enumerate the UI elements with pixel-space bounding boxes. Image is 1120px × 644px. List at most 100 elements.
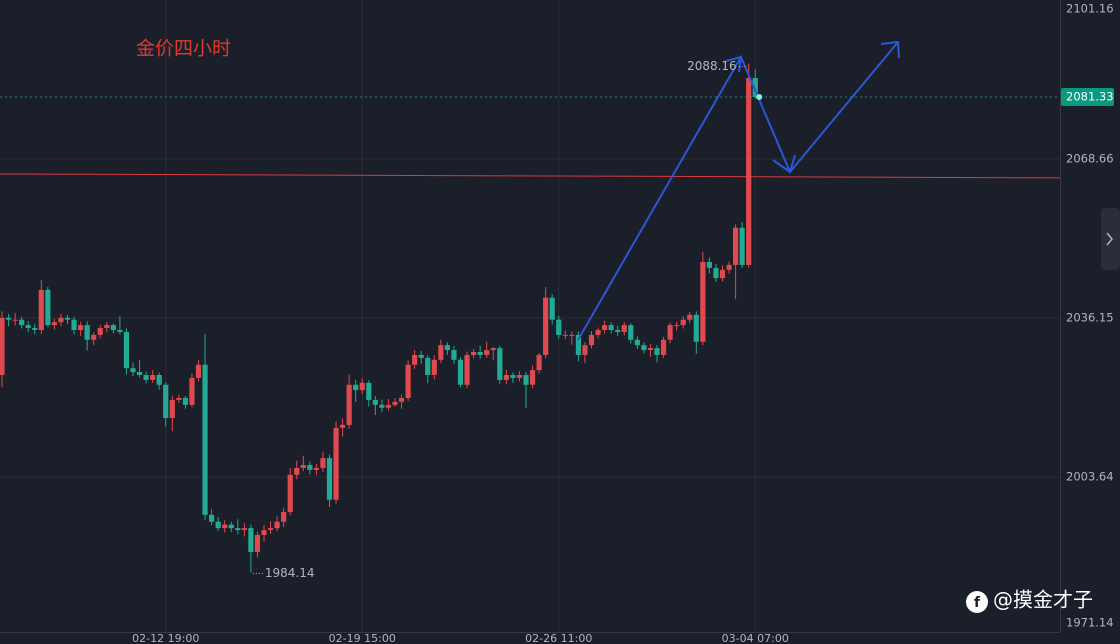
candle-body	[104, 325, 110, 329]
candle-body	[12, 319, 18, 321]
candle-body	[150, 374, 156, 380]
candle-body	[687, 314, 693, 320]
candle-body	[719, 269, 726, 279]
last-price-dot	[756, 93, 763, 100]
candle-body	[667, 325, 673, 340]
candle-body	[202, 364, 208, 515]
candle-body	[45, 289, 51, 326]
candle-body	[739, 227, 745, 265]
y-tick-label: 2036.15	[1066, 311, 1114, 325]
candle-body	[680, 319, 686, 326]
candle-body	[543, 297, 549, 355]
candle-body	[300, 464, 306, 468]
candle-body	[549, 297, 555, 320]
candle-body	[195, 364, 202, 378]
candle-body	[261, 530, 267, 535]
candle-body	[346, 384, 352, 425]
candle-body	[32, 328, 38, 330]
candle-body	[471, 351, 477, 355]
candle-body	[431, 359, 437, 375]
candle-body	[405, 364, 411, 398]
candle-body	[163, 384, 169, 419]
candle-body	[281, 511, 287, 522]
candle-body	[582, 345, 588, 355]
candle-body	[477, 351, 483, 355]
candle-body	[595, 329, 601, 335]
plot	[0, 63, 1061, 573]
chart-title: 金价四小时	[136, 38, 231, 60]
candle-body	[78, 325, 84, 330]
candle-body	[379, 404, 385, 408]
candle-body	[189, 377, 195, 405]
candle-body	[176, 397, 182, 400]
candle-body	[392, 401, 398, 405]
candle-body	[182, 397, 188, 405]
candle-body	[641, 345, 647, 351]
candle-body	[529, 370, 536, 385]
candle-body	[444, 345, 450, 351]
candle-body	[438, 345, 444, 360]
candle-body	[510, 374, 516, 378]
x-tick-label: 02-12 19:00	[132, 632, 199, 644]
candle-body	[241, 528, 247, 531]
price-label-box	[1061, 87, 1114, 106]
candle-body	[359, 382, 365, 391]
candle-body	[313, 467, 319, 470]
candle-body	[425, 357, 431, 375]
candle-body	[340, 424, 346, 428]
candle-body	[97, 328, 103, 335]
candle-body	[353, 384, 359, 391]
arrow-head	[772, 154, 796, 174]
y-tick-label: 2101.16	[1066, 2, 1114, 16]
candle-body	[130, 368, 136, 373]
candle-body	[267, 528, 274, 531]
candle-body	[516, 374, 523, 378]
drawings	[577, 40, 900, 341]
candle-body	[608, 325, 614, 330]
candle-body	[556, 319, 562, 335]
x-tick-label: 03-04 07:00	[722, 632, 789, 644]
candle-body	[0, 317, 5, 375]
arrow-head	[880, 40, 900, 59]
candle-body	[326, 458, 333, 500]
candle-body	[523, 374, 529, 385]
price-label: 2081.33	[1066, 89, 1114, 103]
collapse-tab[interactable]	[1101, 208, 1120, 270]
candle-body	[575, 334, 581, 355]
candle-body	[333, 427, 339, 500]
x-tick-label: 02-19 15:00	[329, 632, 396, 644]
candle-body	[536, 354, 542, 371]
candle-body	[385, 404, 392, 408]
candle-body	[228, 524, 234, 529]
candle-body	[372, 399, 378, 405]
watermark: f @摸金才子	[966, 588, 1093, 613]
candle-body	[123, 331, 130, 369]
candle-body	[110, 325, 116, 330]
candle-body	[621, 325, 627, 332]
svg-text:f: f	[974, 595, 981, 611]
candle-body	[222, 524, 228, 529]
candle-body	[287, 474, 293, 512]
candle-body	[654, 348, 660, 355]
candle-body	[615, 329, 621, 332]
candle-body	[84, 325, 90, 340]
candle-body	[19, 319, 25, 326]
candle-body	[209, 514, 215, 522]
candle-body	[746, 78, 752, 265]
candle-body	[235, 528, 241, 531]
candle-body	[71, 319, 77, 330]
candle-body	[602, 325, 608, 330]
candle-body	[64, 317, 71, 320]
candle-body	[398, 397, 405, 402]
candle-body	[307, 464, 313, 470]
candle-body	[628, 325, 634, 340]
candle-body	[457, 359, 464, 385]
candle-body	[674, 325, 680, 327]
candle-body	[294, 467, 300, 475]
candle-body	[497, 348, 503, 380]
low-label: 1984.14	[265, 566, 315, 580]
candle-body	[136, 372, 143, 375]
candle-body	[169, 399, 175, 419]
high-label: 2088.16	[687, 59, 737, 73]
